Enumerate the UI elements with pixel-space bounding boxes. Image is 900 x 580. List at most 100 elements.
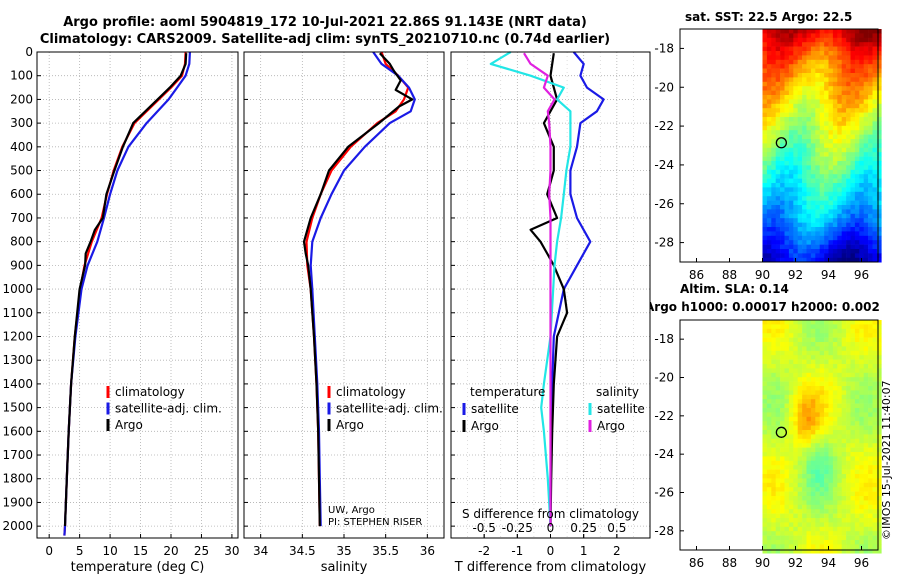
map-cell bbox=[802, 456, 807, 462]
map-cell bbox=[810, 544, 816, 550]
map-cell bbox=[854, 55, 860, 61]
map-cell bbox=[850, 368, 856, 374]
map-cell bbox=[810, 372, 816, 378]
map-cell bbox=[819, 231, 825, 237]
map-cell bbox=[846, 474, 851, 479]
map-cell bbox=[771, 438, 776, 444]
map-cell bbox=[806, 218, 812, 223]
map-cell bbox=[868, 90, 873, 96]
map-cell bbox=[784, 169, 790, 175]
map-cell bbox=[863, 337, 869, 343]
map-cell bbox=[762, 350, 768, 356]
map-cell bbox=[775, 509, 781, 514]
map-y-tick-label: -26 bbox=[654, 197, 674, 211]
map-cell bbox=[797, 390, 803, 396]
map-cell bbox=[775, 187, 781, 193]
map-cell bbox=[788, 51, 794, 56]
map-cell bbox=[793, 117, 798, 122]
map-cell bbox=[775, 482, 781, 488]
map-cell bbox=[837, 346, 842, 352]
map-cell bbox=[854, 209, 860, 215]
map-cell bbox=[863, 108, 869, 113]
map-cell bbox=[815, 37, 820, 43]
map-cell bbox=[771, 540, 776, 545]
map-cell bbox=[868, 535, 873, 541]
map-cell bbox=[824, 337, 829, 343]
map-cell bbox=[810, 359, 816, 365]
map-cell bbox=[824, 165, 829, 171]
map-cell bbox=[762, 390, 768, 396]
map-cell bbox=[876, 130, 882, 135]
map-cell bbox=[771, 320, 776, 325]
map-cell bbox=[868, 500, 873, 506]
map-cell bbox=[771, 77, 776, 83]
map-cell bbox=[868, 496, 873, 501]
map-cell bbox=[828, 86, 834, 91]
map-cell bbox=[824, 478, 829, 484]
map-cell bbox=[771, 465, 776, 470]
map-cell bbox=[872, 68, 878, 74]
map-cell bbox=[828, 55, 834, 61]
map-cell bbox=[806, 169, 812, 175]
map-cell bbox=[762, 469, 768, 475]
map-cell bbox=[868, 130, 873, 135]
map-cell bbox=[815, 59, 820, 65]
map-cell bbox=[819, 99, 825, 105]
map-cell bbox=[850, 191, 856, 197]
figure-title-line2: Climatology: CARS2009. Satellite-adj cli… bbox=[39, 32, 611, 47]
map-cell bbox=[850, 235, 856, 241]
map-cell bbox=[819, 81, 825, 87]
map-cell bbox=[859, 218, 864, 223]
map-cell bbox=[762, 200, 768, 206]
map-cell bbox=[841, 95, 847, 100]
map-cell bbox=[828, 491, 834, 497]
map-cell bbox=[784, 368, 790, 374]
map-cell bbox=[766, 42, 772, 47]
map-cell bbox=[780, 496, 785, 501]
map-cell bbox=[762, 134, 768, 140]
map-cell bbox=[797, 452, 803, 457]
map-cell bbox=[837, 342, 842, 347]
map-cell bbox=[859, 452, 864, 457]
map-cell bbox=[872, 342, 878, 347]
map-cell bbox=[846, 456, 851, 462]
map-cell bbox=[802, 368, 807, 374]
map-cell bbox=[850, 147, 856, 153]
map-cell bbox=[780, 324, 785, 330]
map-cell bbox=[868, 205, 873, 210]
map-cell bbox=[824, 355, 829, 360]
map-cell bbox=[802, 51, 807, 56]
map-cell bbox=[868, 337, 873, 343]
map-cell bbox=[841, 174, 847, 179]
map-cell bbox=[802, 324, 807, 330]
map-cell bbox=[815, 213, 820, 219]
map-cell bbox=[854, 535, 860, 541]
map-cell bbox=[771, 359, 776, 365]
map-cell bbox=[859, 342, 864, 347]
map-cell bbox=[876, 342, 882, 347]
map-cell bbox=[854, 416, 860, 422]
map-cell bbox=[850, 117, 856, 122]
map-x-tick-label: 96 bbox=[854, 268, 869, 282]
map-cell bbox=[806, 328, 812, 334]
map-cell bbox=[876, 147, 882, 153]
map-cell bbox=[846, 121, 851, 127]
map-cell bbox=[854, 478, 860, 484]
map-cell bbox=[832, 386, 838, 391]
map-cell bbox=[766, 59, 772, 65]
map-cell bbox=[806, 469, 812, 475]
map-cell bbox=[846, 548, 851, 554]
map-cell bbox=[766, 112, 772, 118]
map-cell bbox=[841, 90, 847, 96]
map-cell bbox=[780, 372, 785, 378]
map-cell bbox=[819, 403, 825, 409]
map-cell bbox=[762, 438, 768, 444]
map-cell bbox=[824, 430, 829, 435]
map-cell bbox=[815, 68, 820, 74]
map-cell bbox=[863, 359, 869, 365]
map-cell bbox=[810, 460, 816, 466]
map-cell bbox=[810, 161, 816, 166]
map-cell bbox=[868, 37, 873, 43]
map-cell bbox=[784, 103, 790, 109]
map-cell bbox=[863, 350, 869, 356]
